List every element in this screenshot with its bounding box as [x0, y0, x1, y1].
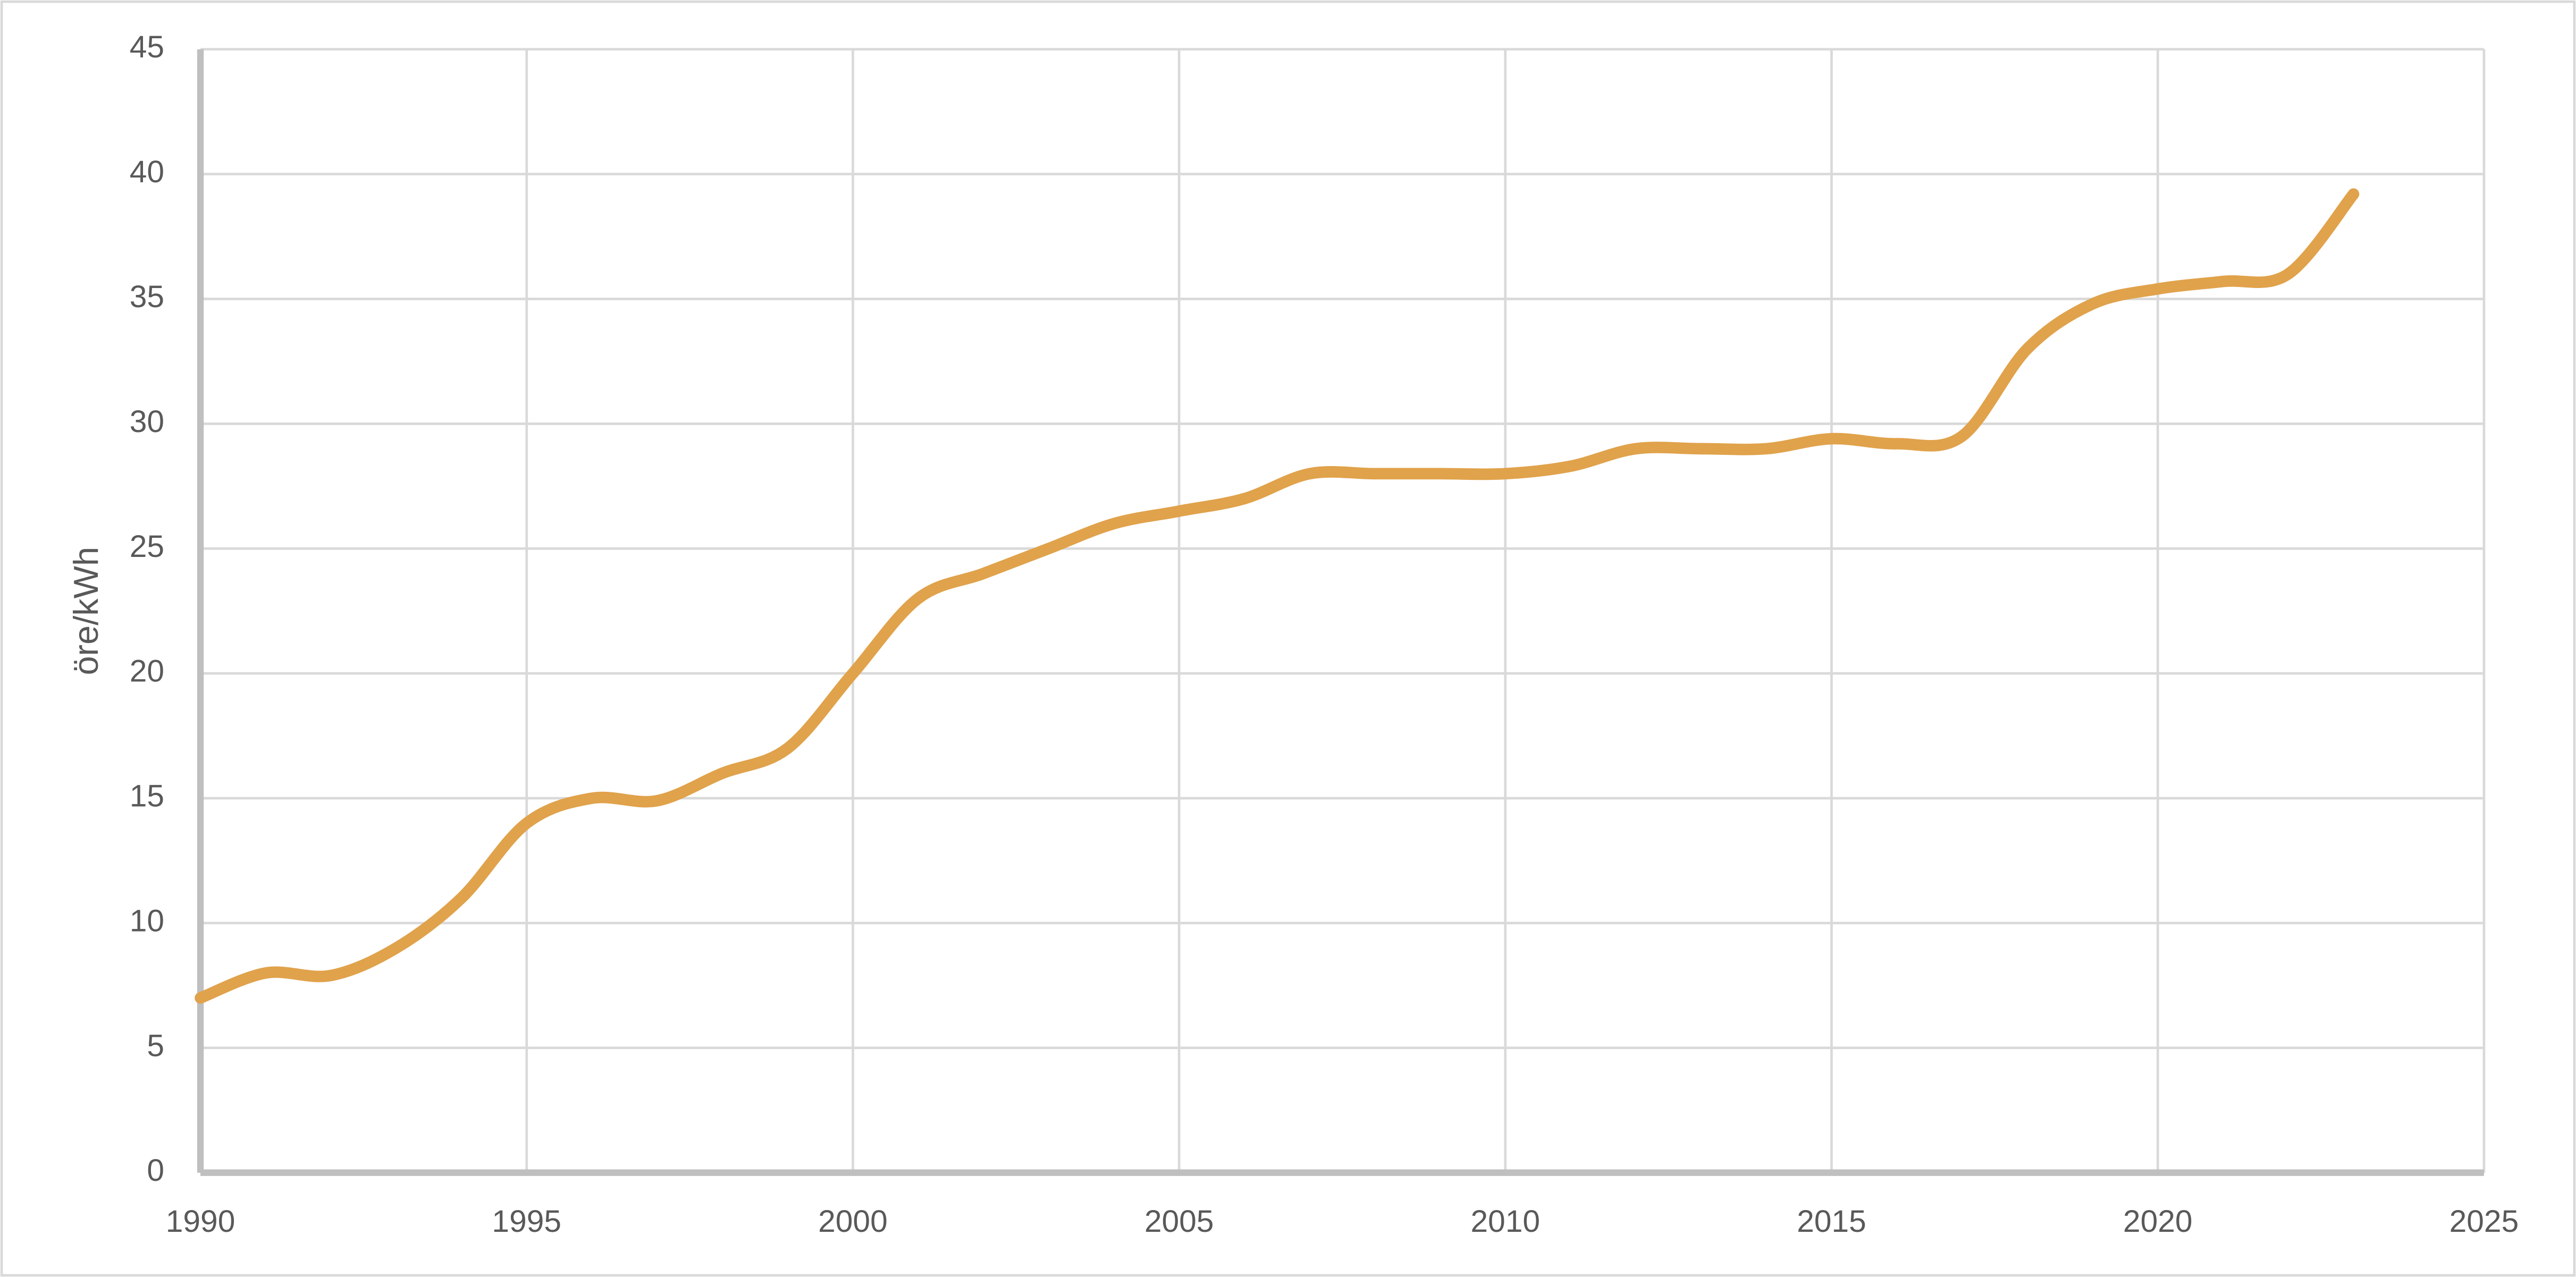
x-tick-label: 2010 — [1471, 1204, 1540, 1239]
y-tick-label: 15 — [130, 779, 164, 814]
y-tick-label: 30 — [130, 404, 164, 439]
y-tick-label: 45 — [130, 30, 164, 64]
x-tick-label: 2000 — [818, 1204, 888, 1239]
y-axis-label: öre/kWh — [66, 547, 105, 675]
y-tick-label: 20 — [130, 654, 164, 689]
y-tick-label: 5 — [147, 1028, 164, 1063]
data-line — [195, 188, 2360, 1004]
y-tick-label: 40 — [130, 155, 164, 189]
x-tick-label: 2015 — [1797, 1204, 1866, 1239]
x-tick-label: 2020 — [2123, 1204, 2193, 1239]
y-tick-label: 10 — [130, 903, 164, 938]
y-tick-label: 25 — [130, 529, 164, 564]
x-tick-label: 1995 — [492, 1204, 561, 1239]
x-tick-label: 1990 — [166, 1204, 235, 1239]
x-tick-label: 2025 — [2449, 1204, 2519, 1239]
y-tick-label: 0 — [147, 1153, 164, 1188]
x-tick-label: 2005 — [1144, 1204, 1214, 1239]
y-tick-label: 35 — [130, 280, 164, 314]
